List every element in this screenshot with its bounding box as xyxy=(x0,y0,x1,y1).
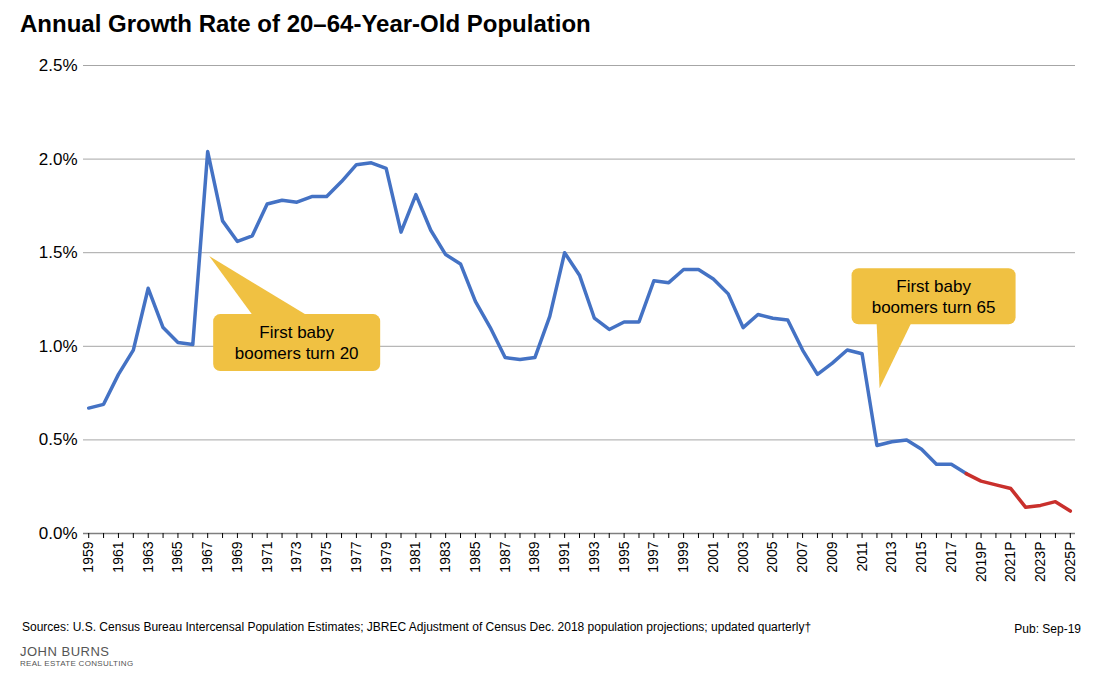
svg-text:1971: 1971 xyxy=(259,541,275,572)
svg-text:0.0%: 0.0% xyxy=(39,524,78,543)
svg-text:1989: 1989 xyxy=(526,541,542,572)
html-text:REAL ESTATE CONSULTING: REAL ESTATE CONSULTING xyxy=(20,659,134,668)
svg-text:1959: 1959 xyxy=(80,541,96,572)
svg-text:2001: 2001 xyxy=(705,541,721,572)
svg-text:1981: 1981 xyxy=(407,541,423,572)
svg-text:2015: 2015 xyxy=(913,541,929,572)
svg-text:1997: 1997 xyxy=(645,541,661,572)
svg-text:2011: 2011 xyxy=(854,541,870,571)
svg-text:1963: 1963 xyxy=(140,541,156,572)
svg-text:1961: 1961 xyxy=(110,541,126,572)
svg-text:1987: 1987 xyxy=(497,541,513,572)
svg-text:1.5%: 1.5% xyxy=(39,243,78,262)
svg-text:First babyboomers turn 20: First babyboomers turn 20 xyxy=(235,323,359,363)
svg-text:2021P: 2021P xyxy=(1002,542,1018,582)
svg-text:0.5%: 0.5% xyxy=(39,430,78,449)
svg-text:2017: 2017 xyxy=(943,541,959,572)
svg-text:1973: 1973 xyxy=(288,541,304,572)
svg-text:2.5%: 2.5% xyxy=(39,56,78,75)
svg-text:1977: 1977 xyxy=(348,541,364,572)
html-text:Annual Growth Rate of 20–64-Ye: Annual Growth Rate of 20–64-Year-Old Pop… xyxy=(20,10,591,37)
svg-text:1995: 1995 xyxy=(616,541,632,572)
html-text:Pub: Sep-19: Pub: Sep-19 xyxy=(1014,622,1081,636)
svg-text:1979: 1979 xyxy=(378,541,394,572)
svg-text:2019P: 2019P xyxy=(973,542,989,582)
svg-text:1985: 1985 xyxy=(467,541,483,572)
svg-text:1975: 1975 xyxy=(318,541,334,572)
svg-text:1965: 1965 xyxy=(169,541,185,572)
svg-text:2023P: 2023P xyxy=(1032,542,1048,582)
svg-text:1993: 1993 xyxy=(586,541,602,572)
svg-text:1991: 1991 xyxy=(556,541,572,572)
svg-text:2005: 2005 xyxy=(764,541,780,572)
svg-text:2025P: 2025P xyxy=(1062,542,1078,582)
svg-text:2009: 2009 xyxy=(824,541,840,572)
svg-text:1999: 1999 xyxy=(675,541,691,572)
html-text:JOHN BURNS: JOHN BURNS xyxy=(20,644,110,659)
svg-text:2.0%: 2.0% xyxy=(39,150,78,169)
html-text:Sources: U.S. Census Bureau In: Sources: U.S. Census Bureau Intercensal … xyxy=(22,620,812,634)
svg-text:2003: 2003 xyxy=(735,541,751,572)
svg-text:2007: 2007 xyxy=(794,541,810,572)
svg-text:1969: 1969 xyxy=(229,541,245,572)
svg-text:2013: 2013 xyxy=(883,541,899,572)
svg-text:First babyboomers turn 65: First babyboomers turn 65 xyxy=(872,277,996,317)
svg-text:1967: 1967 xyxy=(199,541,215,572)
svg-text:1.0%: 1.0% xyxy=(39,337,78,356)
svg-text:1983: 1983 xyxy=(437,541,453,572)
